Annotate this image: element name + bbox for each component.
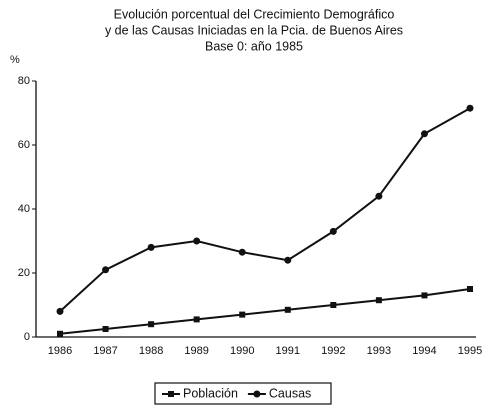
marker xyxy=(193,316,200,323)
marker xyxy=(375,192,383,200)
x-tick-label: 1994 xyxy=(412,345,436,357)
marker xyxy=(102,326,109,332)
marker xyxy=(284,256,292,264)
y-tick-label: 60 xyxy=(18,139,30,151)
series-line xyxy=(59,288,471,335)
marker xyxy=(421,292,428,299)
legend-marker xyxy=(168,391,174,397)
x-tick-label: 1991 xyxy=(276,345,300,357)
marker xyxy=(329,227,337,235)
marker xyxy=(56,307,64,315)
marker xyxy=(193,237,201,245)
series-line xyxy=(59,107,471,313)
x-tick-label: 1986 xyxy=(48,345,72,357)
y-axis-label: % xyxy=(10,54,20,66)
marker xyxy=(147,243,155,251)
marker xyxy=(466,104,474,112)
y-tick-label: 80 xyxy=(18,75,30,87)
marker xyxy=(102,266,110,274)
chart-title: Evolución porcentual del Crecimiento Dem… xyxy=(114,7,395,21)
x-tick-label: 1987 xyxy=(93,345,117,357)
x-tick-label: 1993 xyxy=(367,345,391,357)
x-tick-label: 1988 xyxy=(139,345,163,357)
legend-box xyxy=(154,382,332,405)
x-tick-label: 1989 xyxy=(184,345,208,357)
x-tick-label: 1995 xyxy=(458,345,482,357)
legend-label: Población xyxy=(183,386,238,400)
marker xyxy=(284,306,291,313)
y-tick-label: 0 xyxy=(24,331,30,343)
marker xyxy=(239,311,246,318)
marker xyxy=(420,130,428,138)
marker xyxy=(148,321,155,328)
chart-title: y de las Causas Iniciadas en la Pcia. de… xyxy=(105,23,403,37)
marker xyxy=(375,297,382,304)
x-tick-label: 1990 xyxy=(230,345,254,357)
x-tick-label: 1992 xyxy=(321,345,345,357)
chart-subtitle: Base 0: año 1985 xyxy=(205,39,303,53)
marker xyxy=(238,248,246,256)
legend-marker xyxy=(253,390,261,398)
marker xyxy=(57,330,63,337)
y-tick-label: 20 xyxy=(18,267,30,279)
marker xyxy=(467,286,473,292)
y-tick-label: 40 xyxy=(18,203,30,215)
marker xyxy=(330,302,337,308)
legend-label: Causas xyxy=(269,386,311,400)
